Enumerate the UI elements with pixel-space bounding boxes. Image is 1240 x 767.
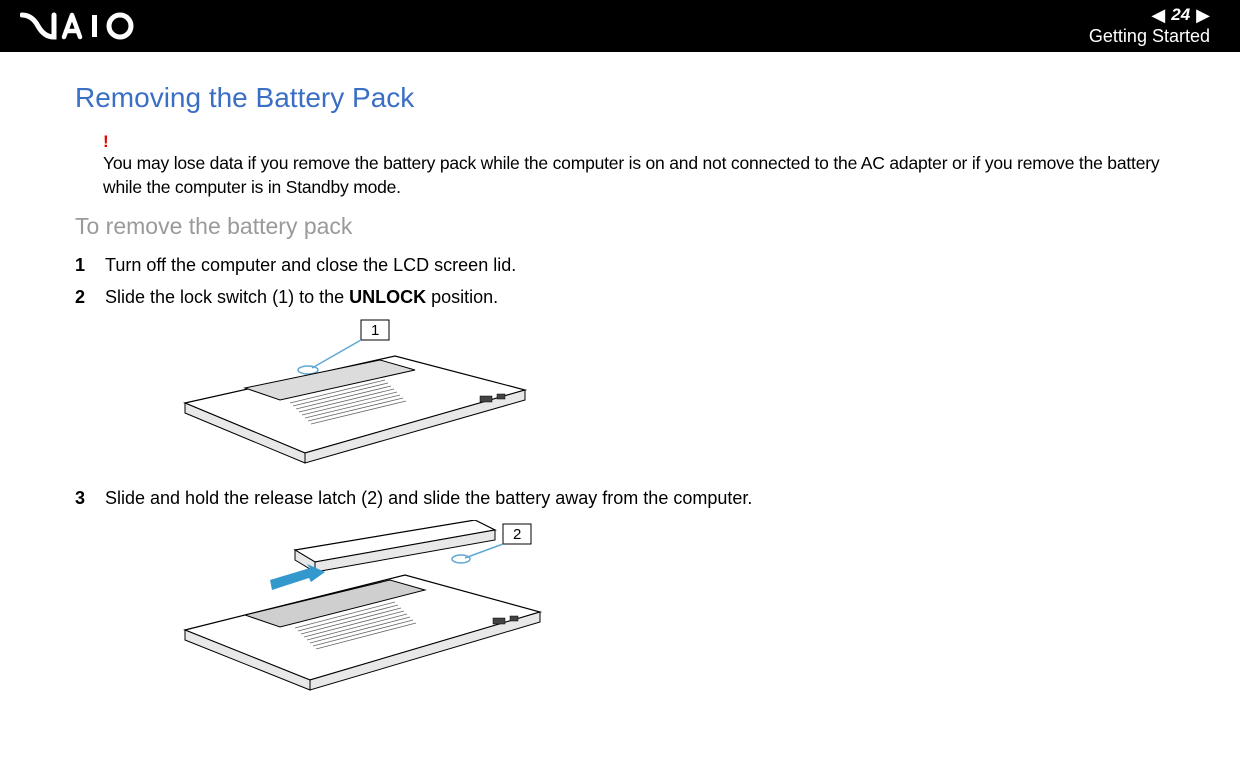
warning-block: ! You may lose data if you remove the ba… <box>103 132 1185 199</box>
step-number: 2 <box>75 284 105 310</box>
figure-2: 2 <box>175 520 1185 700</box>
callout-1-label: 1 <box>371 322 379 339</box>
header-bar: ◀ 24 ▶ Getting Started <box>0 0 1240 52</box>
step-text: Slide the lock switch (1) to the UNLOCK … <box>105 284 498 310</box>
callout-2-label: 2 <box>513 526 521 543</box>
page-number: 24 <box>1171 6 1190 23</box>
nav-next-icon[interactable]: ▶ <box>1196 6 1210 24</box>
subheading: To remove the battery pack <box>75 213 1185 240</box>
figure-1: 1 <box>175 318 1185 473</box>
header-nav: ◀ 24 ▶ Getting Started <box>1089 6 1210 47</box>
page-content: Removing the Battery Pack ! You may lose… <box>0 52 1240 700</box>
warning-icon: ! <box>103 132 1185 152</box>
section-name: Getting Started <box>1089 26 1210 47</box>
step-text-part: position. <box>426 287 498 307</box>
step-text: Turn off the computer and close the LCD … <box>105 252 516 278</box>
step-text-part: Slide the lock switch (1) to the <box>105 287 349 307</box>
page-title: Removing the Battery Pack <box>75 82 1185 114</box>
vaio-logo <box>20 11 160 41</box>
step-1: 1 Turn off the computer and close the LC… <box>75 252 1185 278</box>
warning-text: You may lose data if you remove the batt… <box>103 153 1159 197</box>
step-text-bold: UNLOCK <box>349 287 426 307</box>
step-text: Slide and hold the release latch (2) and… <box>105 485 752 511</box>
nav-prev-icon[interactable]: ◀ <box>1151 6 1165 24</box>
step-2: 2 Slide the lock switch (1) to the UNLOC… <box>75 284 1185 310</box>
step-number: 3 <box>75 485 105 511</box>
step-3: 3 Slide and hold the release latch (2) a… <box>75 485 1185 511</box>
step-number: 1 <box>75 252 105 278</box>
